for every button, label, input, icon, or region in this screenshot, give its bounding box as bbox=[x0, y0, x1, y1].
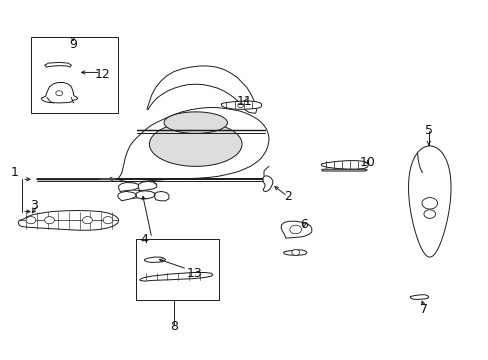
Polygon shape bbox=[321, 169, 366, 171]
Polygon shape bbox=[409, 295, 428, 300]
Text: 8: 8 bbox=[169, 320, 178, 333]
Text: 4: 4 bbox=[141, 233, 148, 246]
Polygon shape bbox=[154, 192, 168, 201]
Circle shape bbox=[289, 225, 301, 234]
Text: 10: 10 bbox=[359, 156, 375, 169]
Polygon shape bbox=[118, 108, 268, 182]
Polygon shape bbox=[144, 257, 165, 262]
Circle shape bbox=[44, 217, 54, 224]
Polygon shape bbox=[281, 221, 311, 238]
Polygon shape bbox=[138, 181, 157, 191]
Polygon shape bbox=[44, 62, 71, 67]
Polygon shape bbox=[41, 82, 78, 103]
Polygon shape bbox=[407, 146, 450, 257]
Circle shape bbox=[421, 198, 437, 209]
Circle shape bbox=[237, 103, 243, 108]
Bar bbox=[136, 239, 219, 300]
Polygon shape bbox=[147, 66, 256, 113]
Polygon shape bbox=[136, 191, 156, 199]
Text: 12: 12 bbox=[94, 68, 110, 81]
Polygon shape bbox=[119, 183, 140, 192]
Polygon shape bbox=[321, 161, 367, 169]
Polygon shape bbox=[149, 122, 242, 166]
Polygon shape bbox=[283, 250, 306, 255]
Text: 11: 11 bbox=[236, 95, 252, 108]
Polygon shape bbox=[263, 176, 272, 192]
Circle shape bbox=[291, 249, 299, 255]
Text: 3: 3 bbox=[30, 199, 38, 212]
Circle shape bbox=[82, 217, 92, 224]
Circle shape bbox=[423, 210, 435, 219]
Text: 2: 2 bbox=[284, 190, 292, 203]
Text: 1: 1 bbox=[10, 166, 18, 179]
Polygon shape bbox=[221, 101, 261, 109]
Circle shape bbox=[103, 217, 113, 224]
Polygon shape bbox=[140, 273, 212, 281]
Polygon shape bbox=[18, 211, 119, 230]
Bar bbox=[31, 37, 118, 113]
Circle shape bbox=[56, 91, 62, 96]
Text: 7: 7 bbox=[419, 303, 427, 316]
Polygon shape bbox=[164, 112, 227, 133]
Text: 13: 13 bbox=[186, 267, 202, 280]
Text: 9: 9 bbox=[69, 38, 77, 51]
Text: 5: 5 bbox=[424, 124, 432, 137]
Circle shape bbox=[26, 217, 36, 224]
Text: 6: 6 bbox=[300, 218, 308, 231]
Polygon shape bbox=[118, 192, 136, 201]
